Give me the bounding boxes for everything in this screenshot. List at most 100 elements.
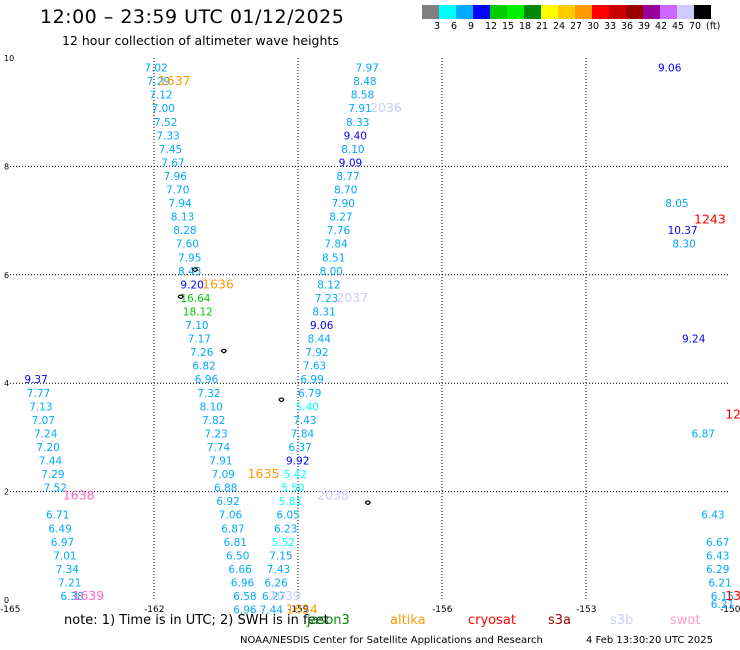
wave-height-value: 5.40 (296, 401, 319, 413)
color-swatch (592, 5, 609, 19)
wave-height-value: 6.37 (288, 442, 311, 454)
y-tick-label: 8 (4, 162, 9, 171)
wave-height-value: 7.74 (207, 442, 231, 454)
wave-height-value: 5.52 (272, 537, 295, 549)
wave-height-value: 6.87 (692, 428, 715, 440)
island-outline (191, 267, 199, 272)
wave-height-value: 6.96 (233, 605, 257, 617)
color-scale-label: 33 (604, 21, 617, 32)
color-scale-bar (422, 5, 711, 19)
wave-height-value: 7.43 (267, 564, 290, 576)
wave-height-value: 7.76 (327, 225, 351, 237)
x-tick-label: -159 (288, 605, 309, 615)
color-scale-label: 18 (519, 21, 532, 32)
wave-height-value: 6.49 (48, 523, 71, 535)
wave-height-value: 7.23 (204, 428, 227, 440)
wave-height-value: 8.44 (308, 334, 332, 346)
wave-height-value: 8.13 (171, 212, 194, 224)
wave-height-value: 6.15 (711, 591, 734, 603)
color-swatch (524, 5, 541, 19)
wave-height-value: 7.29 (41, 469, 64, 481)
color-scale-label: 39 (638, 21, 651, 32)
wave-height-value: 8.70 (334, 185, 357, 197)
color-scale-label: 21 (536, 21, 549, 32)
page-subtitle: 12 hour collection of altimeter wave hei… (62, 33, 339, 48)
wave-height-value: 8.05 (665, 198, 688, 210)
color-scale-label: 6 (451, 21, 458, 32)
wave-height-value: 8.10 (200, 401, 223, 413)
color-swatch (626, 5, 643, 19)
color-swatch (422, 5, 439, 19)
island-outline (220, 348, 227, 354)
color-swatch (643, 5, 660, 19)
wave-height-value: 6.81 (224, 537, 247, 549)
color-scale-label: 3 (434, 21, 441, 32)
wave-height-value: 8.51 (322, 252, 345, 264)
wave-height-value: 7.20 (36, 442, 59, 454)
wave-height-value: 7.26 (190, 347, 214, 359)
color-scale-label: (ft) (706, 21, 721, 32)
wave-height-value: 7.29 (147, 76, 170, 88)
wave-height-value: 7.24 (34, 428, 58, 440)
wave-height-value: 7.63 (303, 361, 326, 373)
color-scale-label: 12 (485, 21, 498, 32)
x-tick-label: -165 (0, 605, 20, 615)
y-tick-label: 4 (4, 379, 9, 388)
pass-number-label: 13 (725, 588, 740, 603)
pass-number-label: 2036 (370, 100, 402, 115)
wave-height-value: 6.23 (274, 523, 297, 535)
wave-height-value: 8.28 (173, 225, 196, 237)
wave-height-value: 7.77 (27, 388, 50, 400)
wave-height-value: 7.95 (178, 252, 201, 264)
color-scale-label: 27 (570, 21, 583, 32)
wave-height-value: 5.42 (284, 469, 307, 481)
color-swatch (439, 5, 456, 19)
wave-height-value: 6.92 (216, 496, 239, 508)
wave-height-value: 6.38 (60, 591, 83, 603)
wave-height-value: 7.44 (39, 456, 63, 468)
wave-height-value: 8.10 (341, 144, 364, 156)
color-swatch (677, 5, 694, 19)
wave-height-value: 7.45 (159, 144, 182, 156)
x-tick-label: -162 (144, 605, 164, 615)
wave-height-value: 7.06 (219, 510, 243, 522)
wave-height-value: 6.97 (51, 537, 74, 549)
wave-height-value: 6.58 (233, 591, 256, 603)
color-swatch (507, 5, 524, 19)
wave-height-value: 7.23 (315, 293, 338, 305)
color-scale-labels: 3 6 9 12 15 18 21 24 27 30 33 36 39 42 45 70 (ft) (422, 21, 740, 33)
wave-height-value: 6.99 (300, 374, 323, 386)
wave-height-value: 7.90 (332, 198, 355, 210)
satellite-legend-jason3: jason3 (307, 613, 350, 628)
x-tick-label: -150 (720, 605, 740, 615)
wave-height-value: 7.70 (166, 185, 189, 197)
satellite-legend-swot: swot (670, 613, 701, 628)
pass-number-label: 2038 (317, 488, 349, 503)
wave-height-value: 6.96 (231, 577, 255, 589)
y-tick-label: 10 (4, 54, 14, 63)
wave-height-value: 8.31 (312, 306, 335, 318)
wave-height-value: 6.29 (706, 564, 729, 576)
wave-height-value: 6.71 (46, 510, 69, 522)
wave-height-value: 7.52 (44, 483, 67, 495)
island-outline (364, 500, 371, 506)
wave-height-value: 7.94 (168, 198, 192, 210)
wave-height-value: 9.37 (24, 374, 47, 386)
color-swatch (558, 5, 575, 19)
color-swatch (575, 5, 592, 19)
pass-number-label: 1243 (694, 211, 726, 226)
pass-number-label: 2039 (269, 588, 301, 603)
wave-height-value: 9.40 (344, 130, 367, 142)
wave-height-value: 7.17 (188, 334, 211, 346)
pass-number-label: 1635 (248, 466, 280, 481)
color-scale-label: 36 (621, 21, 634, 32)
wave-height-value: 7.52 (154, 117, 177, 129)
footer-credit: NOAA/NESDIS Center for Satellite Applica… (240, 635, 543, 646)
wave-height-value: 8.00 (320, 266, 343, 278)
color-scale-label: 15 (502, 21, 515, 32)
wave-height-value: 7.82 (202, 415, 225, 427)
wave-height-value: 10.37 (668, 225, 698, 237)
wave-height-value: 6.43 (706, 550, 729, 562)
wave-height-value: 6.66 (228, 564, 252, 576)
